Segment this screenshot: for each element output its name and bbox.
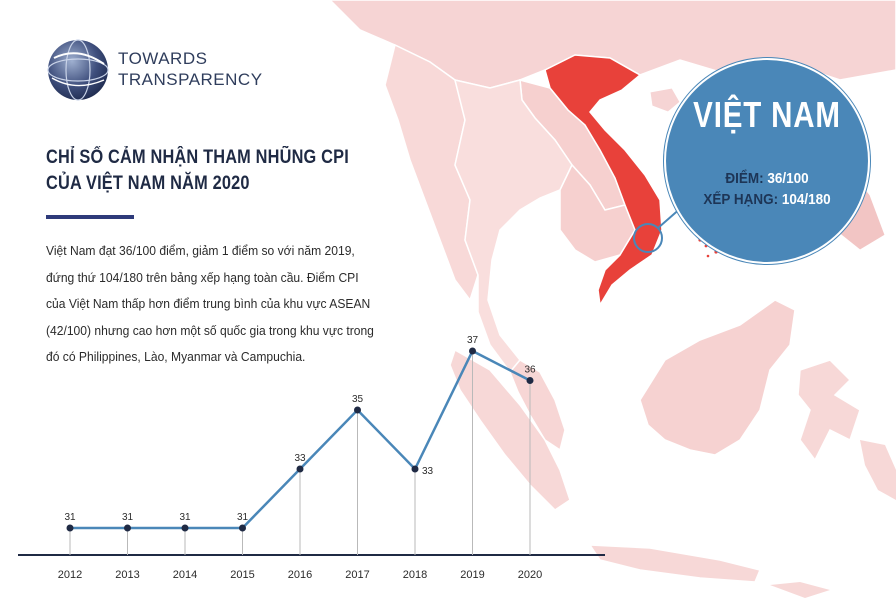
data-label: 31 bbox=[179, 512, 191, 523]
data-point bbox=[411, 465, 419, 473]
map-sulawesi bbox=[797, 359, 861, 462]
data-point bbox=[354, 406, 361, 414]
x-tick-label: 2015 bbox=[230, 569, 254, 581]
cpi-line-chart: 31 2012 31 2013 31 2014 31 2015 33 2016 35 2017 33 20… bbox=[18, 335, 605, 581]
x-tick-label: 2014 bbox=[173, 569, 197, 581]
title-line1: CHỈ SỐ CẢM NHẬN THAM NHŨNG CPI bbox=[46, 147, 349, 168]
map-malaysia-peninsula bbox=[509, 359, 566, 452]
x-tick-label: 2018 bbox=[403, 569, 427, 581]
organization-name-line1: TOWARDS bbox=[118, 49, 208, 68]
badge-score-value: 36/100 bbox=[767, 170, 809, 187]
x-tick-label: 2013 bbox=[115, 569, 139, 581]
logo-globe-icon bbox=[47, 39, 109, 101]
x-tick-label: 2017 bbox=[345, 569, 369, 581]
data-point bbox=[469, 347, 476, 355]
data-label: 36 bbox=[524, 365, 536, 376]
vietnam-pointer-circle bbox=[633, 223, 663, 253]
badge-rank-value: 104/180 bbox=[781, 191, 831, 208]
data-label: 35 bbox=[352, 394, 364, 405]
description-text: Việt Nam đạt 36/100 điểm, giảm 1 điểm so… bbox=[46, 243, 374, 364]
map-vietnam bbox=[544, 54, 663, 308]
map-hainan bbox=[649, 87, 681, 113]
badge-score-label: ĐIỂM: bbox=[725, 170, 764, 187]
map-taiwan bbox=[810, 12, 828, 50]
data-point bbox=[239, 524, 246, 532]
badge-rank-label: XẾP HẠNG: bbox=[703, 191, 779, 208]
data-label: 31 bbox=[64, 512, 76, 523]
title-underline bbox=[46, 215, 134, 219]
map-islands-east2 bbox=[860, 440, 896, 500]
country-badge: VIỆT NAM ĐIỂM: 36/100 XẾP HẠNG: 104/180 bbox=[664, 58, 870, 264]
map-java bbox=[588, 544, 762, 583]
x-tick-label: 2020 bbox=[518, 569, 542, 581]
data-label: 33 bbox=[422, 466, 434, 477]
data-point bbox=[124, 524, 131, 532]
organization-name: TOWARDS TRANSPARENCY bbox=[118, 48, 263, 90]
data-point bbox=[526, 377, 534, 384]
organization-name-line2: TRANSPARENCY bbox=[118, 70, 263, 89]
title-line2: CỦA VIỆT NAM NĂM 2020 bbox=[46, 173, 250, 194]
badge-score-line: ĐIỂM: 36/100 bbox=[676, 170, 858, 187]
data-label: 31 bbox=[237, 512, 249, 523]
x-tick-label: 2016 bbox=[288, 569, 312, 581]
data-point bbox=[66, 524, 74, 532]
data-point bbox=[181, 524, 189, 532]
data-label: 37 bbox=[467, 335, 479, 346]
map-sumatra bbox=[449, 348, 571, 511]
x-tick-label: 2019 bbox=[460, 569, 484, 581]
data-point bbox=[296, 465, 304, 473]
map-thailand bbox=[453, 78, 573, 374]
page-title: CHỈ SỐ CẢM NHẬN THAM NHŨNG CPI CỦA VIỆT … bbox=[46, 145, 349, 197]
data-label: 31 bbox=[122, 512, 134, 523]
x-tick-label: 2012 bbox=[58, 569, 82, 581]
map-islands-east bbox=[770, 582, 830, 598]
badge-rank-line: XẾP HẠNG: 104/180 bbox=[676, 191, 858, 208]
data-label: 33 bbox=[294, 453, 306, 464]
map-borneo bbox=[639, 299, 796, 456]
badge-country-name: VIỆT NAM bbox=[693, 94, 841, 135]
